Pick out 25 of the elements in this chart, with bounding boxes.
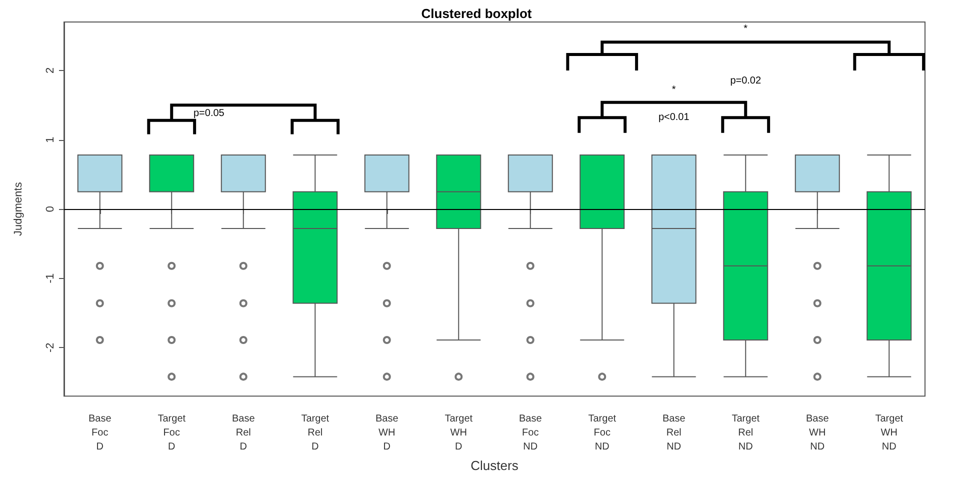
y-tick-label: 2 (44, 67, 56, 74)
x-tick-label: Base Rel ND (662, 414, 686, 453)
x-tick-label: Base WH ND (806, 414, 830, 453)
annotation: p=0.05 (193, 108, 225, 120)
x-tick-label: Base Foc ND (518, 414, 542, 453)
x-tick-label: Target Foc D (158, 414, 186, 453)
x-tick-label: Base WH D (375, 414, 399, 453)
x-tick-label: Target WH D (444, 414, 473, 453)
y-tick-label: 0 (44, 206, 56, 212)
x-tick-label: Target Rel ND (732, 414, 760, 453)
annotation: p<0.01 (658, 112, 690, 124)
annotation: * (672, 84, 676, 96)
chart-title: Clustered boxplot (421, 6, 532, 21)
x-tick-label: Base Foc D (88, 414, 112, 453)
x-tick-label: Target Rel D (301, 414, 330, 453)
x-tick-label: Base Rel D (232, 414, 256, 453)
x-tick-label: Target Foc ND (588, 414, 616, 453)
y-axis-title: Judgments (12, 182, 24, 236)
x-axis-title: Clusters (470, 458, 519, 473)
x-tick-label: Target WH ND (875, 414, 904, 453)
y-tick-label: 1 (44, 136, 56, 143)
y-tick-label: -2 (44, 342, 56, 352)
annotation: * (744, 24, 748, 35)
annotation: p=0.02 (730, 76, 762, 87)
y-tick-label: -1 (44, 273, 56, 284)
